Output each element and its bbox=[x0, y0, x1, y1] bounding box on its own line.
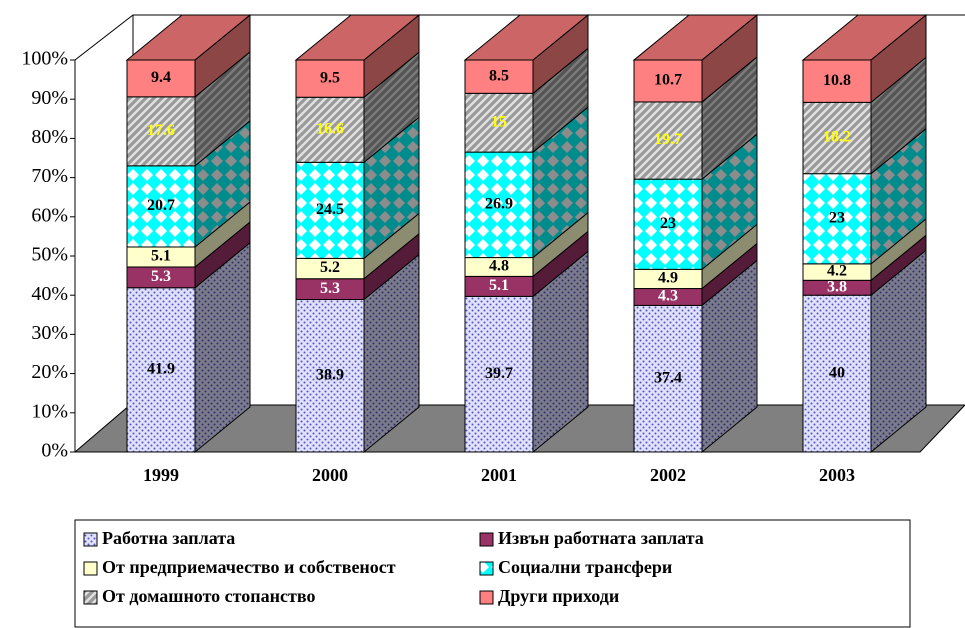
bar bbox=[464, 59, 534, 94]
y-tick-label: 20% bbox=[31, 361, 68, 383]
bar bbox=[295, 161, 365, 259]
x-tick-label: 2002 bbox=[650, 465, 686, 485]
legend-label: От предприемачество и собственост bbox=[102, 557, 396, 577]
data-label: 5.3 bbox=[320, 280, 340, 297]
data-label: 23 bbox=[660, 215, 676, 232]
legend-swatch bbox=[83, 590, 98, 605]
data-label: 4.8 bbox=[489, 258, 509, 275]
data-label: 26.9 bbox=[485, 196, 513, 213]
data-label: 4.3 bbox=[658, 288, 678, 305]
y-tick-label: 40% bbox=[31, 283, 68, 305]
bar bbox=[464, 92, 534, 153]
legend-label: От домашното стопанство bbox=[102, 586, 315, 606]
bar bbox=[126, 96, 196, 167]
data-label: 10.7 bbox=[654, 72, 682, 89]
data-label: 19.7 bbox=[654, 131, 682, 148]
bar bbox=[802, 59, 872, 103]
data-label: 24.5 bbox=[316, 201, 344, 218]
y-tick-label: 100% bbox=[21, 48, 68, 70]
y-tick-label: 70% bbox=[31, 165, 68, 187]
data-label: 9.4 bbox=[151, 69, 171, 86]
data-label: 38.9 bbox=[316, 366, 344, 383]
data-label: 4.2 bbox=[827, 263, 847, 280]
y-tick-label: 80% bbox=[31, 126, 68, 148]
data-label: 41.9 bbox=[147, 361, 175, 378]
legend-swatch bbox=[479, 561, 494, 576]
y-tick-label: 0% bbox=[41, 440, 68, 462]
bar bbox=[126, 287, 196, 453]
bar bbox=[295, 299, 365, 453]
y-tick-label: 30% bbox=[31, 322, 68, 344]
data-label: 5.3 bbox=[151, 268, 171, 285]
bar bbox=[633, 101, 703, 180]
data-label: 37.4 bbox=[654, 369, 682, 386]
x-tick-label: 2000 bbox=[312, 465, 348, 485]
bar bbox=[802, 173, 872, 265]
x-tick-label: 1999 bbox=[143, 465, 179, 485]
bar bbox=[633, 59, 703, 103]
data-label: 10.8 bbox=[823, 72, 851, 89]
data-label: 8.5 bbox=[489, 67, 509, 84]
y-tick-label: 90% bbox=[31, 87, 68, 109]
data-label: 5.1 bbox=[489, 277, 509, 294]
legend-swatch bbox=[83, 532, 98, 547]
x-tick-label: 2001 bbox=[481, 465, 517, 485]
bar bbox=[633, 178, 703, 270]
bar bbox=[126, 59, 196, 98]
bar bbox=[295, 96, 365, 163]
data-label: 5.1 bbox=[151, 248, 171, 265]
bar bbox=[464, 295, 534, 453]
data-label: 16.6 bbox=[316, 120, 344, 137]
legend-label: Работна заплата bbox=[102, 528, 235, 548]
data-label: 18.2 bbox=[823, 129, 851, 146]
bar bbox=[295, 59, 365, 98]
bar bbox=[126, 165, 196, 248]
data-label: 23 bbox=[829, 209, 845, 226]
y-tick-label: 50% bbox=[31, 244, 68, 266]
x-tick-label: 2003 bbox=[819, 465, 855, 485]
data-label: 39.7 bbox=[485, 365, 513, 382]
data-label: 20.7 bbox=[147, 197, 175, 214]
y-tick-label: 60% bbox=[31, 204, 68, 226]
bar bbox=[802, 294, 872, 453]
legend-label: Извън работната заплата bbox=[498, 528, 704, 548]
data-label: 5.2 bbox=[320, 259, 340, 276]
data-label: 4.9 bbox=[658, 270, 678, 287]
data-label: 3.8 bbox=[827, 278, 847, 295]
data-label: 9.5 bbox=[320, 69, 340, 86]
data-label: 15 bbox=[491, 113, 507, 130]
legend-swatch bbox=[479, 532, 494, 547]
legend-label: Други приходи bbox=[498, 586, 619, 606]
data-label: 40 bbox=[829, 364, 845, 381]
bar bbox=[464, 151, 534, 259]
y-tick-label: 10% bbox=[31, 400, 68, 422]
legend-label: Социални трансфери bbox=[498, 557, 672, 577]
bar bbox=[633, 304, 703, 453]
legend-swatch bbox=[83, 561, 98, 576]
legend-swatch bbox=[479, 590, 494, 605]
data-label: 17.6 bbox=[147, 122, 175, 139]
